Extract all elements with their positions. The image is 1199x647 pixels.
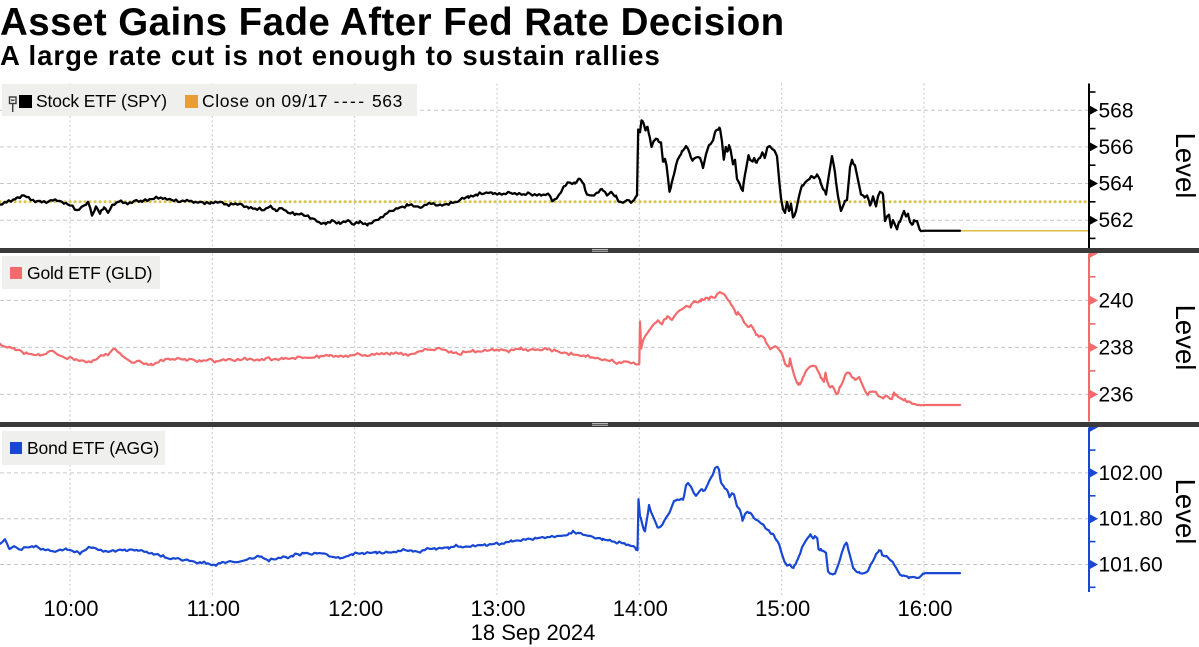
- svg-text:10:00: 10:00: [43, 596, 98, 621]
- svg-text:Close on 09/17 ---- 563: Close on 09/17 ---- 563: [202, 91, 403, 111]
- svg-text:18 Sep 2024: 18 Sep 2024: [471, 620, 596, 645]
- svg-text:A large rate cut is not enough: A large rate cut is not enough to sustai…: [0, 40, 661, 71]
- svg-text:15:00: 15:00: [755, 596, 810, 621]
- svg-text:Bond ETF (AGG): Bond ETF (AGG): [27, 438, 159, 458]
- svg-text:568: 568: [1099, 99, 1134, 122]
- svg-text:101.60: 101.60: [1099, 554, 1163, 577]
- svg-text:236: 236: [1099, 383, 1134, 406]
- svg-text:562: 562: [1099, 209, 1134, 232]
- svg-text:Level: Level: [1170, 479, 1199, 545]
- svg-text:13:00: 13:00: [470, 596, 525, 621]
- svg-text:Level: Level: [1170, 305, 1199, 371]
- svg-text:16:00: 16:00: [897, 596, 952, 621]
- svg-text:14:00: 14:00: [613, 596, 668, 621]
- svg-text:12:00: 12:00: [328, 596, 383, 621]
- svg-text:240: 240: [1099, 289, 1134, 312]
- svg-text:564: 564: [1099, 173, 1134, 196]
- svg-text:101.80: 101.80: [1099, 508, 1163, 531]
- svg-text:11:00: 11:00: [187, 596, 240, 621]
- svg-text:566: 566: [1099, 136, 1134, 159]
- svg-text:Level: Level: [1170, 133, 1199, 199]
- svg-text:238: 238: [1099, 336, 1134, 359]
- svg-text:Gold ETF (GLD): Gold ETF (GLD): [27, 263, 152, 283]
- svg-text:Stock ETF (SPY): Stock ETF (SPY): [36, 91, 167, 111]
- svg-text:102.00: 102.00: [1099, 462, 1163, 485]
- svg-text:Asset Gains Fade After Fed Rat: Asset Gains Fade After Fed Rate Decision: [0, 1, 785, 44]
